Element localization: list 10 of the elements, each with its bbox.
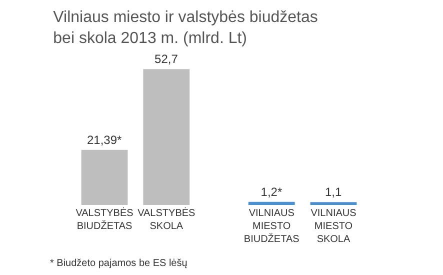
x-tick-label: VILNIAUS MIESTO SKOLA <box>310 208 357 245</box>
chart-title: Vilniaus miesto ir valstybės biudžetas bei skola 2013 m. (mlrd. Lt) <box>53 9 318 47</box>
data-label: 1,1 <box>324 185 342 200</box>
data-label: 21,39* <box>86 132 122 147</box>
data-label: 52,7 <box>154 52 178 66</box>
x-tick-label: VALSTYBĖS BIUDŽETAS <box>76 207 134 232</box>
x-tick-label: VALSTYBĖS SKOLA <box>138 207 196 232</box>
text: * Biudžeto pajamos be ES lėšų <box>50 258 188 269</box>
data-label: 1,2* <box>260 184 282 199</box>
x-tick-label: VILNIAUS MIESTO BIUDŽETAS <box>244 208 300 245</box>
